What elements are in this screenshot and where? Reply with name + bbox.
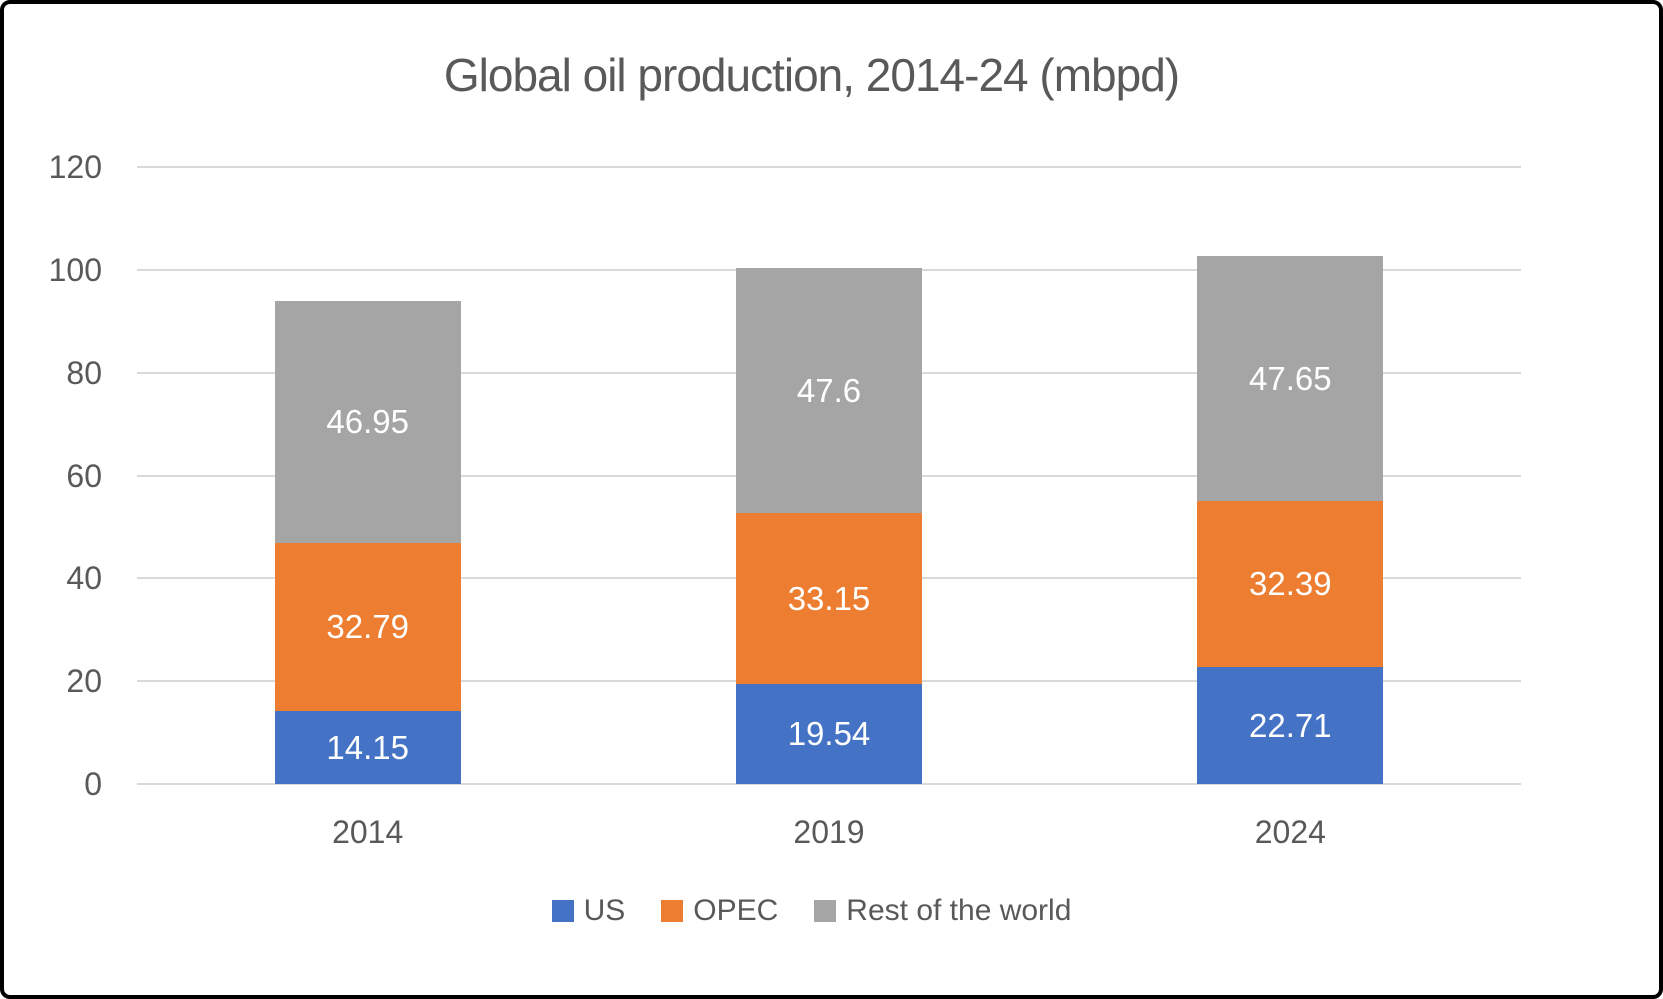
x-category-label: 2019: [793, 814, 865, 850]
legend-label: US: [583, 894, 626, 927]
data-label: 22.71: [1249, 707, 1332, 745]
legend-swatch-icon: [551, 900, 574, 922]
bar-segment-rest-of-the-world-2014: 46.95: [274, 301, 461, 543]
data-label: 46.95: [326, 403, 409, 441]
legend-item-rest-of-the-world: Rest of the world: [814, 896, 1071, 926]
y-tick-label: 100: [48, 251, 102, 288]
data-label: 47.6: [796, 372, 862, 410]
legend-item-us: US: [551, 894, 626, 927]
legend: US OPEC Rest of the world: [4, 896, 1619, 926]
legend-item-opec: OPEC: [661, 896, 778, 926]
gridline: [137, 166, 1521, 168]
bar-2014: 14.15 32.79 46.95: [274, 167, 461, 784]
plot-area: 14.15 32.79 46.95 19.54 33.15 47.6 22.71 32.39 4…: [137, 166, 1521, 785]
chart-title: Global oil production, 2014-24 (mbpd): [443, 49, 1180, 101]
bar-segment-rest-of-the-world-2024: 47.65: [1197, 255, 1384, 501]
legend-swatch-icon: [814, 900, 837, 922]
legend-label: OPEC: [693, 894, 779, 927]
bar-segment-us-2019: 19.54: [736, 683, 922, 784]
data-label: 14.15: [326, 729, 409, 767]
y-tick-label: 40: [66, 560, 102, 597]
bar-segment-opec-2024: 32.39: [1197, 500, 1384, 668]
data-label: 32.39: [1249, 565, 1332, 603]
data-label: 47.65: [1249, 359, 1332, 397]
legend-label: Rest of the world: [846, 894, 1072, 927]
x-category-label: 2024: [1254, 814, 1326, 850]
bar-segment-us-2024: 22.71: [1197, 667, 1384, 784]
y-axis-tick-labels: 0 20 40 60 80 100 120: [4, 151, 108, 800]
bar-2024: 22.71 32.39 47.65: [1197, 167, 1384, 784]
gridline: [137, 783, 1521, 785]
data-label: 32.79: [326, 608, 409, 646]
data-label: 19.54: [787, 715, 871, 753]
y-tick-label: 60: [66, 457, 102, 494]
bar-2019: 19.54 33.15 47.6: [736, 167, 922, 784]
data-label: 33.15: [787, 579, 871, 617]
y-tick-label: 0: [84, 766, 102, 802]
bar-segment-opec-2014: 32.79: [274, 542, 461, 712]
y-tick-label: 80: [66, 354, 102, 391]
bar-segment-opec-2019: 33.15: [736, 513, 922, 684]
x-category-label: 2014: [332, 814, 404, 850]
x-axis-category-labels: 2014 2019 2024: [137, 816, 1521, 856]
y-tick-label: 20: [66, 663, 102, 700]
y-tick-label: 120: [48, 149, 102, 185]
bar-segment-us-2014: 14.15: [274, 711, 461, 784]
bar-segment-rest-of-the-world-2019: 47.6: [736, 268, 922, 514]
legend-swatch-icon: [661, 900, 684, 922]
